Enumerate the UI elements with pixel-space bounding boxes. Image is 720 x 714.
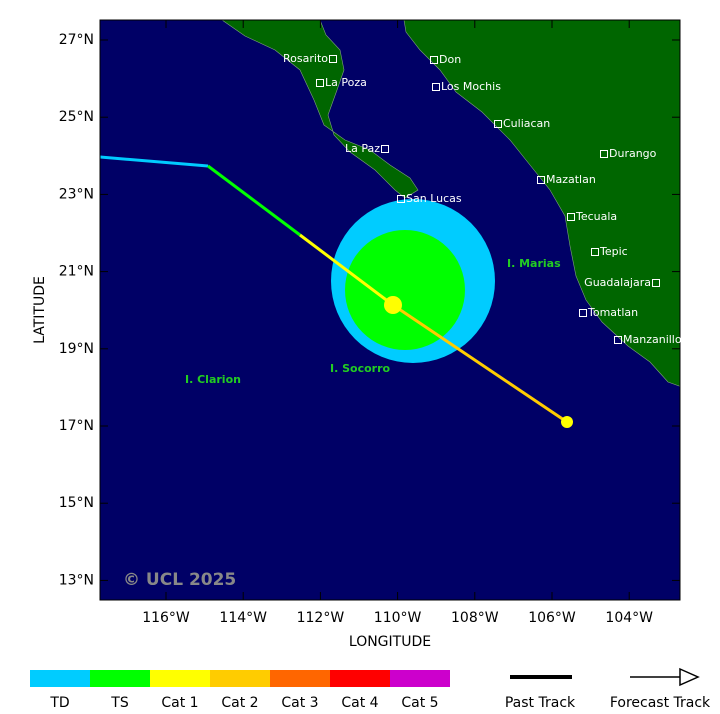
city-label: Mazatlan — [546, 173, 596, 186]
city-marker — [567, 213, 575, 221]
city-marker — [600, 150, 608, 158]
legend-label: Cat 5 — [401, 695, 438, 710]
city-marker — [591, 248, 599, 256]
island-label: I. Clarion — [185, 373, 241, 386]
city-label: Tomatlan — [587, 306, 638, 319]
track-ts — [207, 164, 301, 237]
city-marker — [652, 279, 660, 287]
city-marker — [579, 309, 587, 317]
city-label: La Poza — [325, 76, 367, 89]
lon-label: 114°W — [219, 610, 267, 626]
forecast-position — [561, 416, 573, 428]
city-label: Los Mochis — [441, 80, 501, 93]
lat-label: 17°N — [59, 418, 94, 434]
lon-label: 106°W — [528, 610, 576, 626]
map-frame — [99, 19, 681, 601]
city-marker — [537, 176, 545, 184]
legend-label: TS — [110, 695, 129, 710]
city-label: Tecuala — [575, 210, 617, 223]
ticks: 27°N 25°N 23°N 21°N 19°N 17°N 15°N 13°N 116°W 114… — [59, 20, 680, 626]
storm-position — [384, 296, 402, 314]
lon-label: 110°W — [374, 610, 422, 626]
city-label: Guadalajara — [584, 276, 651, 289]
legend-label: Cat 3 — [281, 695, 318, 710]
city-label: Culiacan — [503, 117, 550, 130]
city-marker — [432, 83, 440, 91]
copyright: © UCL 2025 — [123, 570, 236, 590]
island-label: I. Marias — [507, 257, 561, 270]
lon-label: 112°W — [297, 610, 345, 626]
legend-label: Past Track — [505, 695, 576, 710]
forecast-arrow — [679, 667, 700, 687]
forecast-track — [392, 303, 568, 424]
legend-label: Forecast Track — [610, 695, 711, 710]
city-label: Tepic — [599, 245, 628, 258]
legend-swatch — [270, 670, 330, 687]
lat-label: 13°N — [59, 572, 94, 588]
legend-label: Cat 1 — [161, 695, 198, 710]
city-label: Durango — [609, 147, 657, 160]
x-axis-title: LONGITUDE — [349, 634, 431, 650]
lon-label: 104°W — [605, 610, 653, 626]
legend-swatch — [390, 670, 450, 687]
city-marker — [329, 55, 337, 63]
track-td — [100, 155, 209, 168]
legend: TD TS Cat 1 Cat 2 Cat 3 Cat 4 Cat 5 — [30, 670, 450, 711]
lon-label: 116°W — [142, 610, 190, 626]
city-label: Rosarito — [283, 52, 328, 65]
city-label: San Lucas — [406, 192, 462, 205]
lat-label: 23°N — [59, 186, 94, 202]
ts-wind-radius — [345, 230, 465, 350]
track-cat1 — [299, 233, 394, 307]
city-marker — [381, 145, 389, 153]
island-label: I. Socorro — [330, 362, 391, 375]
legend-swatch — [30, 670, 90, 687]
land — [100, 20, 680, 428]
legend-label: TD — [49, 695, 69, 710]
lat-label: 25°N — [59, 109, 94, 125]
lon-label: 108°W — [451, 610, 499, 626]
legend-swatch — [150, 670, 210, 687]
legend-swatch — [90, 670, 150, 687]
legend-swatch — [210, 670, 270, 687]
legend-swatch — [330, 670, 390, 687]
city-label: Manzanillo — [623, 333, 682, 346]
lat-label: 15°N — [59, 495, 94, 511]
legend-label: Cat 4 — [341, 695, 378, 710]
lat-label: 19°N — [59, 341, 94, 357]
city-marker — [316, 79, 324, 87]
lat-label: 27°N — [59, 32, 94, 48]
city-label: Don — [439, 53, 461, 66]
city-marker — [397, 195, 405, 203]
city-marker — [494, 120, 502, 128]
y-axis-title: LATITUDE — [32, 276, 48, 344]
city-marker — [430, 56, 438, 64]
cities: Rosarito Don La Poza Los Mochis Culiacan La P… — [283, 52, 682, 346]
lat-label: 21°N — [59, 264, 94, 280]
legend-label: Cat 2 — [221, 695, 258, 710]
city-marker — [614, 336, 622, 344]
city-label: La Paz — [345, 142, 380, 155]
